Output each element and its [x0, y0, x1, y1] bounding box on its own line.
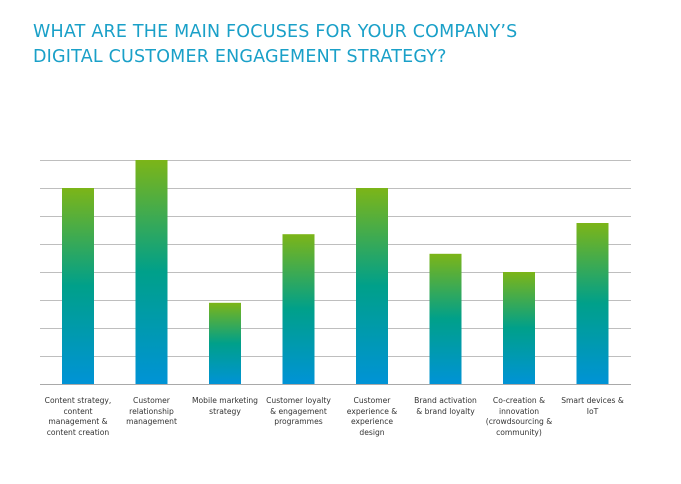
bars — [62, 160, 609, 384]
x-tick-label: Mobile marketing strategy — [191, 396, 258, 416]
x-tick-label: Content strategy, content management & c… — [44, 396, 112, 437]
x-tick-label: Customer relationship management — [126, 396, 177, 426]
chart-title-line-2: DIGITAL CUSTOMER ENGAGEMENT STRATEGY? — [33, 47, 447, 67]
x-tick-label: Customer experience & experience design — [346, 396, 398, 437]
x-tick-label: Customer loyalty & engagement programmes — [266, 396, 331, 426]
bar — [62, 188, 94, 384]
bar — [282, 234, 315, 384]
chart-title-line-1: WHAT ARE THE MAIN FOCUSES FOR YOUR COMPA… — [33, 22, 518, 42]
x-tick-label: Smart devices & IoT — [561, 396, 624, 416]
bar — [209, 302, 241, 384]
bar — [356, 188, 388, 384]
bar — [429, 253, 462, 384]
gridlines — [40, 160, 631, 385]
x-tick-label: Co-creation & innovation (crowdsourcing … — [485, 396, 553, 437]
x-tick-label: Brand activation & brand loyalty — [414, 396, 477, 416]
chart-title: WHAT ARE THE MAIN FOCUSES FOR YOUR COMPA… — [33, 20, 518, 70]
bar — [503, 272, 535, 384]
bar — [576, 223, 609, 384]
bar — [135, 160, 168, 384]
